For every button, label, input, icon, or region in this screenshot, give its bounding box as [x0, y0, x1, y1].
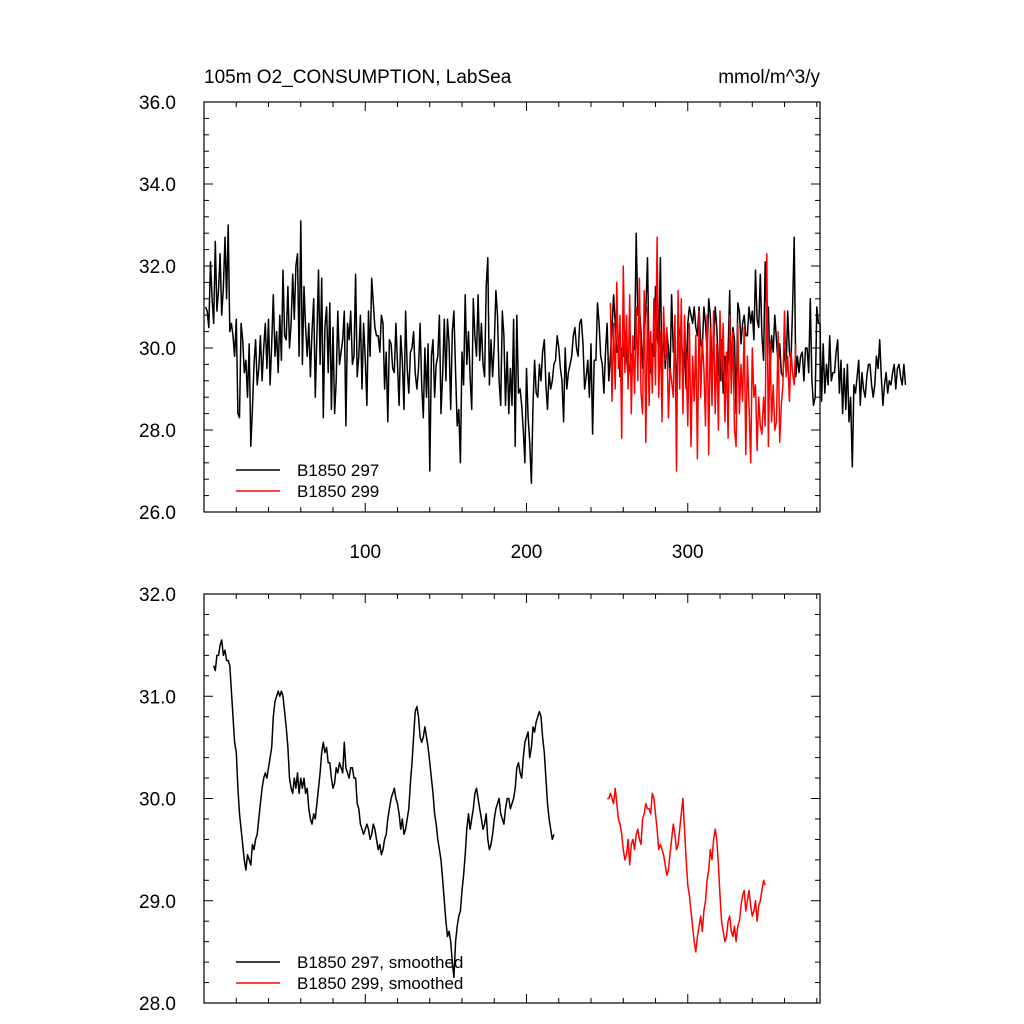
x-tick-label: 100	[349, 542, 381, 563]
x-tick-label: 300	[672, 542, 704, 563]
y-tick-label: 28.0	[139, 421, 176, 442]
plot-frame	[203, 101, 821, 513]
x-tick-label: 200	[511, 542, 543, 563]
y-tick-label: 30.0	[139, 790, 176, 811]
series-line-black	[204, 220, 907, 485]
series-line-red	[609, 236, 797, 472]
y-tick-label: 32.0	[139, 585, 176, 606]
y-tick-label: 29.0	[139, 892, 176, 913]
y-tick-label: 30.0	[139, 339, 176, 360]
legend-label: B1850 297, smoothed	[297, 953, 463, 972]
top-panel: 26.0 28.0 30.0 32.0 34.0 36.0 100 200 300 105m O2…	[139, 67, 907, 563]
plot-frame	[203, 593, 821, 1004]
y-tick-label: 26.0	[139, 503, 176, 524]
y-tick-label: 36.0	[139, 93, 176, 114]
legend-label: B1850 297	[297, 461, 379, 480]
y-tick-label: 31.0	[139, 687, 176, 708]
series-line-black	[212, 639, 555, 979]
series-line-red	[607, 787, 766, 953]
legend-label: B1850 299, smoothed	[297, 974, 463, 993]
units-label: mmol/m^3/y	[718, 67, 820, 88]
y-tick-label: 32.0	[139, 257, 176, 278]
y-tick-label: 34.0	[139, 175, 176, 196]
y-tick-label: 28.0	[139, 994, 176, 1015]
chart-title: 105m O2_CONSUMPTION, LabSea	[204, 67, 512, 88]
bottom-panel: 28.0 29.0 30.0 31.0 32.0 B1850 297, smoothed B…	[139, 585, 821, 1015]
legend-label: B1850 299	[297, 482, 379, 501]
